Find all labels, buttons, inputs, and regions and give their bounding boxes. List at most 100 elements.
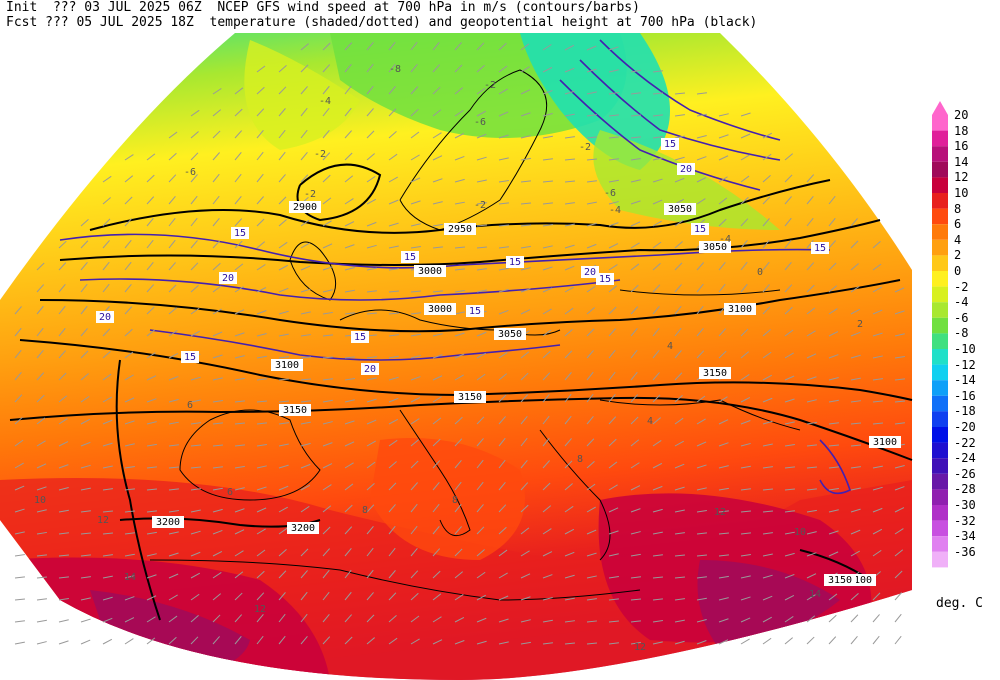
wind-barb	[608, 371, 616, 381]
wind-speed-label: 20	[581, 266, 599, 278]
wind-barb	[102, 488, 113, 491]
wind-barb	[520, 309, 531, 315]
wind-barb	[498, 202, 509, 205]
wind-barb	[784, 594, 795, 601]
wind-barb	[718, 218, 727, 227]
wind-barb	[608, 484, 618, 491]
wind-barb	[784, 306, 793, 315]
wind-barb	[542, 44, 552, 51]
wind-barb	[498, 526, 507, 535]
wind-barb	[102, 261, 110, 271]
wind-barb	[762, 420, 773, 425]
wind-barb	[586, 158, 597, 161]
wind-speed-label: 15	[811, 242, 829, 254]
wind-barb	[476, 481, 484, 491]
height-label: 3200	[152, 516, 184, 528]
wind-barb	[630, 416, 639, 425]
wind-barb	[564, 415, 572, 425]
wind-barb	[322, 129, 330, 139]
wind-barb	[190, 109, 200, 117]
wind-barb	[630, 394, 639, 403]
wind-barb	[608, 46, 619, 51]
wind-barb	[674, 532, 685, 535]
colorbar-label: -8	[954, 326, 969, 341]
colorbar-label: 16	[954, 139, 969, 154]
height-label: 3050	[494, 328, 526, 340]
svg-text:15: 15	[234, 228, 246, 239]
wind-barb	[80, 464, 91, 469]
wind-barb	[542, 90, 553, 95]
wind-barb	[850, 466, 861, 469]
wind-barb	[696, 618, 707, 623]
wind-barb	[476, 87, 486, 95]
wind-barb	[322, 399, 333, 403]
wind-barb	[388, 245, 399, 249]
wind-barb	[410, 418, 420, 425]
wind-barb	[234, 377, 245, 381]
wind-barb	[608, 461, 618, 469]
wind-barb	[36, 327, 44, 337]
wind-barb	[366, 377, 377, 381]
wind-barb	[36, 440, 46, 447]
wind-barb	[234, 332, 245, 337]
wind-speed-label: 15	[466, 305, 484, 317]
svg-text:2900: 2900	[293, 202, 317, 213]
wind-speed-label: 15	[401, 251, 419, 263]
wind-barb	[674, 219, 684, 227]
wind-barb	[696, 418, 706, 425]
wind-barb	[542, 574, 553, 579]
svg-text:4: 4	[667, 341, 673, 352]
wind-barb	[168, 531, 179, 535]
wind-barb	[102, 617, 113, 623]
wind-barb	[718, 532, 729, 535]
wind-barb	[234, 635, 242, 645]
wind-speed-label: 20	[96, 311, 114, 323]
wind-barb	[564, 44, 575, 51]
wind-barb	[498, 246, 509, 249]
wind-barb	[80, 350, 89, 359]
wind-barb	[102, 510, 113, 513]
height-label: 3100	[869, 436, 901, 448]
wind-barb	[542, 642, 553, 645]
wind-barb	[696, 554, 707, 557]
wind-barb	[256, 378, 267, 381]
wind-barb	[630, 371, 638, 381]
wind-barb	[278, 310, 289, 315]
wind-barb	[212, 173, 220, 183]
wind-barb	[388, 461, 397, 469]
wind-barb	[344, 399, 355, 403]
wind-barb	[696, 532, 707, 535]
wind-barb	[520, 504, 529, 513]
wind-barb	[520, 135, 531, 139]
wind-barb	[300, 86, 308, 95]
wind-barb	[344, 356, 355, 359]
wind-barb	[256, 528, 266, 535]
wind-barb	[696, 177, 707, 183]
wind-barb	[36, 619, 47, 623]
wind-barb	[872, 263, 882, 271]
wind-barb	[674, 576, 685, 579]
height-label: 2900	[289, 201, 321, 213]
wind-barb	[806, 330, 816, 337]
wind-barb	[344, 441, 355, 447]
wind-barb	[58, 576, 69, 579]
wind-barb	[168, 352, 179, 359]
colorbar-swatch	[932, 395, 948, 412]
wind-barb	[674, 350, 682, 359]
wind-barb	[212, 195, 220, 205]
wind-barb	[740, 554, 751, 557]
wind-barb	[366, 440, 376, 447]
wind-barb	[80, 305, 88, 315]
wind-barb	[80, 618, 91, 623]
height-label: 3200	[287, 522, 319, 534]
wind-barb	[432, 375, 443, 381]
wind-barb	[190, 131, 199, 139]
wind-barb	[850, 550, 860, 557]
height-label: 3000	[414, 265, 446, 277]
wind-barb	[608, 438, 617, 447]
wind-barb	[146, 574, 157, 579]
svg-text:10: 10	[34, 495, 46, 506]
wind-barb	[366, 221, 377, 227]
wind-barb	[432, 178, 443, 183]
wind-barb	[366, 153, 375, 161]
